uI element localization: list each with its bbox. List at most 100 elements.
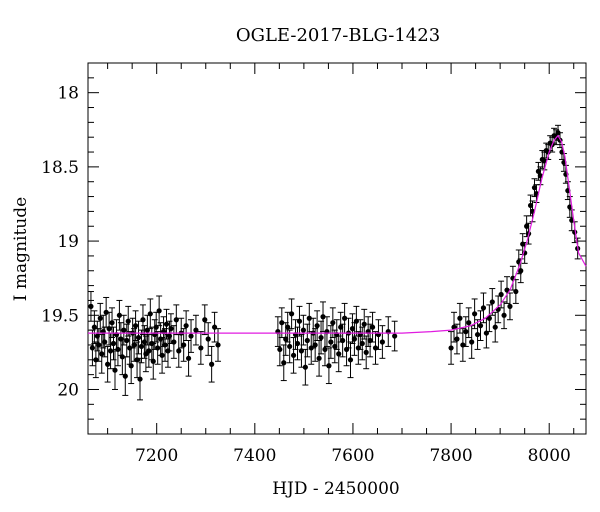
data-marker [202,317,208,323]
data-marker [168,326,174,332]
data-point [197,331,204,365]
x-tick-labels: 7200 7400 7600 7800 8000 [135,446,571,466]
data-marker [527,202,534,209]
data-point [201,304,208,336]
data-marker [140,317,146,323]
data-marker [125,318,131,324]
data-marker [162,342,168,348]
data-point [87,291,94,322]
data-point [153,311,160,343]
data-marker [296,318,303,324]
data-marker [138,343,145,350]
data-points [87,124,581,401]
data-marker [290,352,297,358]
data-point [468,325,475,359]
data-point [159,337,166,374]
data-marker [361,321,367,327]
data-marker [147,311,153,317]
model-curve [88,134,587,334]
data-point [128,347,135,385]
data-marker [96,342,102,348]
data-marker [457,315,463,321]
data-marker [105,361,111,367]
data-point [456,302,463,334]
x-tick-label: 7600 [331,446,374,466]
data-marker [89,345,96,351]
data-marker [193,327,199,333]
data-point [116,299,123,331]
data-point [280,344,287,382]
data-point [290,337,297,374]
data-point [137,357,144,401]
data-marker [173,317,179,323]
data-marker [112,367,118,373]
data-point [205,322,212,356]
data-marker [507,303,513,309]
data-point [369,311,376,343]
data-marker [513,288,519,295]
data-marker [336,351,342,357]
data-point [300,314,307,346]
data-marker [128,363,134,369]
data-marker [535,168,542,174]
data-point [451,311,458,343]
data-marker [342,315,348,321]
data-marker [279,320,285,326]
data-marker [498,291,504,298]
data-point [91,310,98,344]
data-marker [489,299,495,305]
data-point [122,356,129,396]
data-point [132,310,139,342]
data-point [98,334,105,374]
data-marker [137,376,143,382]
data-point [304,323,311,358]
data-marker [306,315,312,321]
data-marker [163,321,170,327]
data-point [139,304,146,336]
data-marker [351,336,358,342]
data-marker [159,352,165,358]
data-point [363,335,370,370]
data-marker [106,326,112,332]
data-point [120,314,127,346]
data-point [504,276,511,304]
data-marker [181,342,187,348]
x-tick-label: 7200 [135,446,178,466]
data-marker [215,342,221,348]
data-marker [155,345,161,351]
data-marker [454,336,460,342]
data-marker [209,361,215,367]
data-marker [300,327,306,333]
plot-frame [87,62,587,435]
data-marker [205,336,211,342]
y-tick-label: 19.5 [41,306,79,326]
data-marker [474,331,481,338]
data-point [379,325,386,359]
axis-ticks [88,62,586,435]
data-point [147,298,154,330]
data-marker [97,315,103,321]
data-marker [132,323,139,329]
data-marker [448,345,454,351]
data-marker [328,339,334,345]
data-marker [185,355,192,361]
data-point [145,334,152,368]
data-point [465,307,472,339]
data-marker [91,324,97,330]
data-marker [349,326,356,332]
data-marker [110,340,117,347]
x-axis-label: HJD - 2450000 [272,479,400,499]
data-marker [156,308,162,314]
data-point [156,295,163,327]
data-marker [486,315,492,321]
data-point [192,314,199,346]
y-tick-label: 20 [57,380,79,400]
data-point [318,320,325,355]
data-point [448,331,455,365]
data-point [320,301,327,333]
data-marker [146,348,152,354]
x-tick-label: 7400 [233,446,276,466]
data-marker [392,333,398,339]
data-marker [171,339,177,345]
data-marker [472,311,478,317]
